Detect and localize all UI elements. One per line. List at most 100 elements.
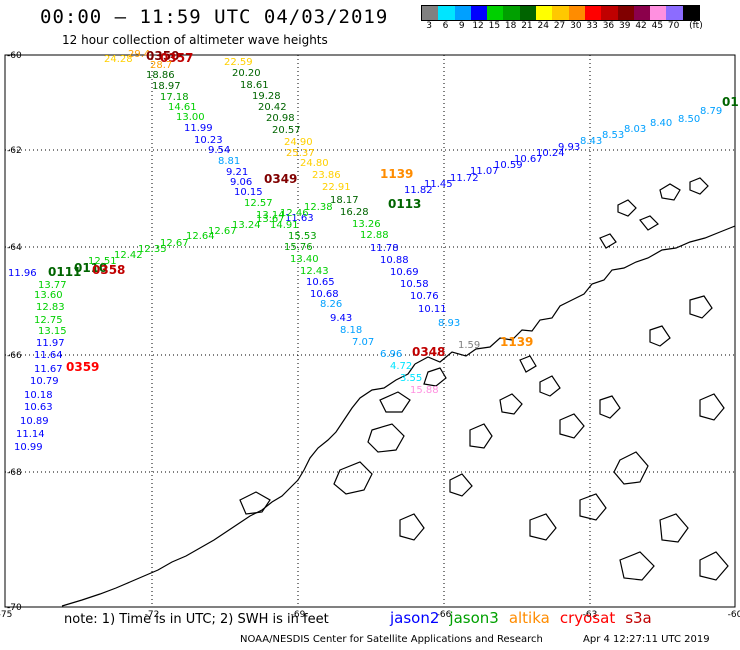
pass-time-label: 0113 <box>388 197 421 211</box>
wave-height-value: 10.99 <box>14 442 43 453</box>
legend-entry: cryosat <box>559 609 616 627</box>
footer-note: note: 1) Time is in UTC; 2) SWH is in fe… <box>64 612 329 627</box>
wave-height-value: 25.37 <box>286 148 315 159</box>
pass-time-label: 0110 <box>74 261 107 275</box>
wave-height-value: 18.17 <box>330 195 359 206</box>
wave-height-value: 8.79 <box>700 106 722 117</box>
wave-height-value: 10.67 <box>514 154 543 165</box>
wave-height-value: 15.53 <box>288 231 317 242</box>
pass-time-label: 0350 <box>146 49 179 63</box>
wave-height-value: 12.38 <box>304 202 333 213</box>
wave-height-value: 20.20 <box>232 68 261 79</box>
wave-height-value: 23.86 <box>312 170 341 181</box>
wave-height-value: 8.50 <box>678 114 700 125</box>
longitude-label: -75 <box>0 610 12 620</box>
legend-entry: jason2 <box>390 609 440 627</box>
scale-swatch <box>552 6 569 20</box>
wave-height-value: 8.26 <box>320 299 342 310</box>
wave-height-value: 13.60 <box>34 290 63 301</box>
scale-tick-label: 39 <box>619 21 631 31</box>
wave-height-value: 12.67 <box>160 238 189 249</box>
wave-height-value: 13.24 <box>232 220 261 231</box>
scale-swatch <box>650 6 667 20</box>
wave-height-value: 10.88 <box>380 255 409 266</box>
pass-time-label: 0359 <box>66 360 99 374</box>
wave-height-value: 11.99 <box>184 123 213 134</box>
wave-height-value: 11.07 <box>470 166 499 177</box>
wave-height-value: 12.46 <box>280 208 309 219</box>
wave-height-value: 13.40 <box>290 254 319 265</box>
wave-height-value: 11.96 <box>8 268 37 279</box>
pass-time-label: 0348 <box>412 345 445 359</box>
scale-swatch <box>584 6 602 20</box>
coastline <box>61 177 735 607</box>
longitude-label: -72 <box>145 610 160 620</box>
wave-height-value: 18.86 <box>146 70 175 81</box>
wave-height-value: 10.24 <box>536 148 565 159</box>
longitude-label: -60 <box>728 610 740 620</box>
wave-height-value: 15.88 <box>410 385 439 396</box>
scale-tick-label: 27 <box>553 21 566 31</box>
wave-height-value: 12.75 <box>34 315 63 326</box>
latitude-label: -62 <box>7 146 22 156</box>
wave-height-value: 15.76 <box>284 242 313 253</box>
wave-height-value: 10.23 <box>194 135 223 146</box>
pass-time-label: 1139 <box>380 167 413 181</box>
legend-entry: s3a <box>625 609 652 627</box>
wave-height-value: 8.40 <box>650 118 672 129</box>
wave-height-value: 20.42 <box>258 102 287 113</box>
wave-height-value: 22.59 <box>224 57 253 68</box>
scale-tick-label: 24 <box>537 21 549 31</box>
credit-line: NOAA/NESDIS Center for Satellite Applica… <box>240 634 543 645</box>
wave-height-value: 8.93 <box>438 318 460 329</box>
wave-height-value: 24.28 <box>104 54 133 65</box>
scale-tick-label: 12 <box>472 21 484 31</box>
wave-height-value: 28.7 <box>150 60 172 71</box>
latitude-label: -66 <box>7 351 22 361</box>
wave-height-value: 18.97 <box>152 81 181 92</box>
color-scale-bar <box>421 5 701 21</box>
scale-tick-label: 42 <box>635 21 647 31</box>
wave-height-value: 11.14 <box>16 429 45 440</box>
wave-height-value: 9.43 <box>330 313 352 324</box>
wave-height-value: 13.15 <box>38 326 67 337</box>
wave-height-value: 24.80 <box>300 158 329 169</box>
wave-height-value: 11.63 <box>285 213 314 224</box>
wave-height-value: 13.14 <box>256 210 285 221</box>
scale-tick-label: (ft) <box>689 21 703 31</box>
wave-height-value: 12.64 <box>186 231 215 242</box>
scale-tick-label: 45 <box>651 21 664 31</box>
scale-tick-label: 33 <box>586 21 598 31</box>
wave-height-value: 4.72 <box>390 361 412 372</box>
wave-height-value: 9.54 <box>208 145 230 156</box>
scale-tick-label: 70 <box>667 21 680 31</box>
wave-height-value: 1.59 <box>458 340 480 351</box>
scale-tick-label: 18 <box>504 21 517 31</box>
map-title: 00:00 – 11:59 UTC 04/03/2019 <box>40 6 389 28</box>
wave-height-value: 10.15 <box>234 187 263 198</box>
wave-height-value: 8.81 <box>218 156 240 167</box>
legend-entry: altika <box>508 609 550 627</box>
legend-entry: jason3 <box>449 609 499 627</box>
pass-time-label: 0349 <box>264 172 297 186</box>
scale-tick-label: 3 <box>426 21 433 31</box>
latitude-label: -64 <box>7 243 22 253</box>
scale-swatch <box>617 6 634 20</box>
pass-time-label: 1139 <box>500 335 533 349</box>
wave-height-value: 8.43 <box>580 136 602 147</box>
wave-height-value: 12.35 <box>138 244 167 255</box>
wave-height-value: 10.59 <box>494 160 523 171</box>
wave-height-value: 8.53 <box>602 130 624 141</box>
scale-swatch <box>633 6 651 20</box>
wave-height-value: 11.72 <box>450 173 479 184</box>
wave-height-value: 19.28 <box>252 91 281 102</box>
wave-height-value: 10.76 <box>410 291 439 302</box>
wave-height-value: 11.45 <box>424 179 453 190</box>
timestamp: Apr 4 12:27:11 UTC 2019 <box>583 634 710 645</box>
graticule: -75 -72 -69 -66 -63 -60 -60 -62 -64 -66 -68 -70 <box>0 51 740 620</box>
scale-swatch <box>422 6 439 20</box>
scale-tick-label: 21 <box>521 21 533 31</box>
wave-height-value: 10.68 <box>310 289 339 300</box>
scale-swatch <box>454 6 471 20</box>
wave-height-value: 12.57 <box>244 198 273 209</box>
